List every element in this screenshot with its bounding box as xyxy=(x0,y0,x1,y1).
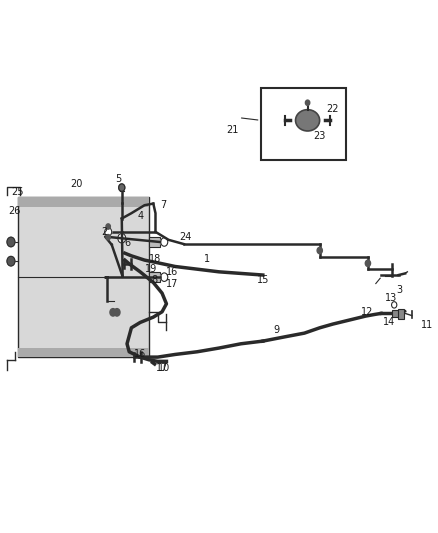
Ellipse shape xyxy=(296,110,320,131)
Text: 25: 25 xyxy=(11,187,24,197)
Text: 23: 23 xyxy=(313,131,325,141)
Text: 20: 20 xyxy=(71,179,83,189)
Text: 9: 9 xyxy=(273,326,279,335)
Circle shape xyxy=(7,237,15,247)
Text: 17: 17 xyxy=(156,363,168,373)
Text: 26: 26 xyxy=(9,206,21,215)
Text: 8: 8 xyxy=(151,275,157,285)
Bar xyxy=(18,197,149,207)
Text: 5: 5 xyxy=(115,174,121,183)
Text: 2: 2 xyxy=(101,227,107,237)
Text: 10: 10 xyxy=(158,363,170,373)
Circle shape xyxy=(106,224,110,229)
Bar xyxy=(398,309,404,319)
Text: 16: 16 xyxy=(134,350,146,359)
Text: 12: 12 xyxy=(361,307,374,317)
Bar xyxy=(261,88,346,160)
Text: 22: 22 xyxy=(326,104,339,114)
Text: 6: 6 xyxy=(125,238,131,247)
Circle shape xyxy=(119,184,125,191)
Bar xyxy=(392,310,400,317)
Text: 14: 14 xyxy=(383,318,396,327)
Text: 16: 16 xyxy=(166,267,179,277)
Text: 21: 21 xyxy=(226,125,239,134)
Text: 1: 1 xyxy=(204,254,210,263)
Bar xyxy=(149,237,160,247)
Text: 19: 19 xyxy=(145,264,157,274)
Text: 4: 4 xyxy=(138,211,144,221)
Bar xyxy=(18,348,149,357)
Text: 17: 17 xyxy=(166,279,179,288)
Circle shape xyxy=(118,233,126,243)
Circle shape xyxy=(392,302,397,308)
Circle shape xyxy=(305,100,310,106)
Text: 3: 3 xyxy=(396,286,403,295)
Text: 15: 15 xyxy=(257,275,269,285)
Text: 13: 13 xyxy=(385,294,398,303)
Circle shape xyxy=(161,273,168,281)
Circle shape xyxy=(110,309,116,316)
Circle shape xyxy=(114,309,120,316)
Bar xyxy=(18,197,149,357)
Circle shape xyxy=(105,228,112,236)
Circle shape xyxy=(106,235,110,240)
Circle shape xyxy=(161,238,168,246)
Circle shape xyxy=(7,256,15,266)
Circle shape xyxy=(365,260,371,266)
Text: 11: 11 xyxy=(420,320,433,330)
Text: 24: 24 xyxy=(180,232,192,242)
Bar xyxy=(149,272,160,282)
Circle shape xyxy=(317,247,322,254)
Text: 18: 18 xyxy=(149,254,161,263)
Text: 7: 7 xyxy=(160,200,166,210)
